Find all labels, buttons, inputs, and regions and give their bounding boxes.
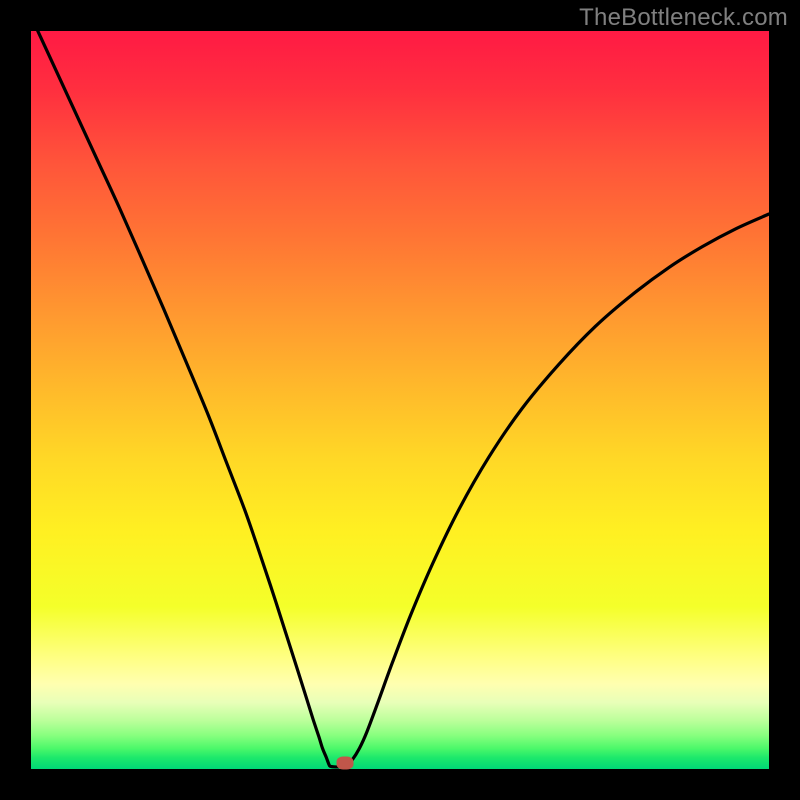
chart-frame: TheBottleneck.com: [0, 0, 800, 800]
watermark-text: TheBottleneck.com: [579, 4, 788, 32]
bottleneck-curve: [31, 31, 769, 767]
optimum-marker: [336, 757, 353, 770]
curve-layer: [31, 31, 769, 769]
plot-area: [31, 31, 769, 769]
